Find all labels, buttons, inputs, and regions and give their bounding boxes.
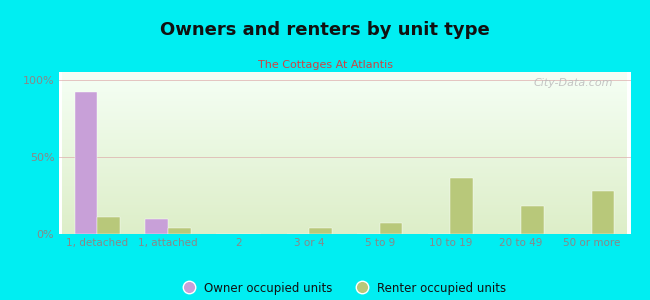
Bar — [75, 92, 98, 234]
Legend: Owner occupied units, Renter occupied units: Owner occupied units, Renter occupied un… — [178, 277, 511, 299]
Bar — [168, 228, 190, 234]
Bar — [146, 219, 168, 234]
Bar — [309, 228, 332, 234]
Bar — [450, 178, 473, 234]
Bar — [592, 191, 614, 234]
Text: Owners and renters by unit type: Owners and renters by unit type — [160, 21, 490, 39]
Bar — [98, 217, 120, 234]
Bar — [380, 223, 402, 234]
Text: City-Data.com: City-Data.com — [534, 79, 614, 88]
Bar — [521, 206, 543, 234]
Text: The Cottages At Atlantis: The Cottages At Atlantis — [257, 60, 393, 70]
